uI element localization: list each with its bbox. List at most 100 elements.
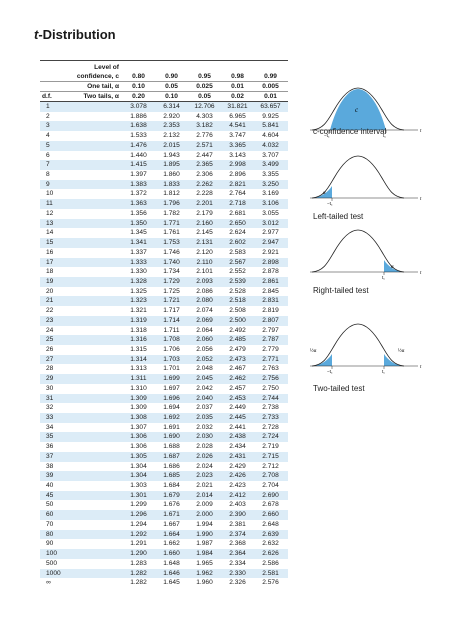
- critical-value-cell: 2.632: [262, 540, 279, 548]
- critical-value-cell: 1.341: [130, 239, 147, 247]
- critical-value-cell: 1.833: [163, 180, 180, 188]
- df-cell: 15: [46, 239, 54, 247]
- critical-value-cell: 2.429: [229, 462, 246, 470]
- table-row: 31 1.309 1.696 2.040 2.453 2.744: [40, 393, 288, 404]
- table-row: 21 1.323 1.721 2.080 2.518 2.831: [40, 296, 288, 307]
- table-row: 90 1.291 1.662 1.987 2.368 2.632: [40, 539, 288, 549]
- t-axis-label: t: [420, 129, 422, 134]
- critical-value-cell: 2.473: [229, 355, 246, 363]
- confidence-value: 0.99: [264, 73, 277, 80]
- critical-value-cell: 3.499: [262, 161, 279, 169]
- two-tails-value: 0.01: [264, 93, 277, 100]
- df-cell: 16: [46, 248, 54, 256]
- critical-value-cell: 2.064: [196, 326, 213, 334]
- left-tailed-diagram: α −t꜀ t: [310, 155, 422, 206]
- critical-value-cell: 1.311: [130, 375, 147, 383]
- table-row: 15 1.341 1.753 2.131 2.602 2.947: [40, 238, 288, 248]
- critical-value-cell: 3.182: [196, 122, 213, 130]
- critical-value-cell: 2.120: [196, 248, 213, 256]
- df-cell: 20: [46, 287, 54, 295]
- two-tailed-caption: Two-tailed test: [313, 384, 365, 393]
- c-label: c: [355, 106, 359, 114]
- df-cell: 17: [46, 258, 54, 266]
- critical-value-cell: 2.845: [262, 287, 279, 295]
- critical-value-cell: 2.861: [262, 277, 279, 285]
- table-row: 23 1.319 1.714 2.069 2.500 2.807: [40, 315, 288, 326]
- critical-value-cell: 2.131: [196, 239, 213, 247]
- df-cell: 1: [46, 103, 50, 110]
- critical-value-cell: 6.314: [163, 103, 180, 110]
- critical-value-cell: 3.250: [262, 180, 279, 188]
- critical-value-cell: 2.763: [262, 365, 279, 373]
- critical-value-cell: 1.282: [130, 569, 147, 577]
- center-area: [330, 89, 386, 130]
- df-cell: 8: [46, 171, 50, 179]
- table-header: Level of confidence, c 0.80 0.90 0.95 0.9…: [40, 60, 288, 102]
- critical-value-cell: 1.761: [163, 229, 180, 237]
- critical-value-cell: 1.696: [163, 394, 180, 402]
- two-tails-value: 0.20: [132, 93, 145, 100]
- critical-value-cell: 2.921: [262, 248, 279, 256]
- critical-value-cell: 2.807: [262, 316, 279, 324]
- critical-value-cell: 1.962: [196, 569, 213, 577]
- critical-value-cell: 2.426: [229, 472, 246, 480]
- confidence-value: 0.80: [132, 73, 145, 80]
- table-row: 6 1.440 1.943 2.447 3.143 3.707: [40, 151, 288, 161]
- tc-label: t꜀: [382, 369, 385, 374]
- df-cell: 12: [46, 209, 54, 217]
- critical-value-cell: 2.764: [229, 190, 246, 198]
- df-cell: 500: [46, 559, 58, 567]
- df-cell: 33: [46, 414, 54, 421]
- critical-value-cell: 1.315: [130, 345, 147, 353]
- title-t: t: [34, 27, 39, 42]
- critical-value-cell: 2.571: [196, 141, 213, 149]
- table-row: 100 1.290 1.660 1.984 2.364 2.626: [40, 549, 288, 559]
- critical-value-cell: 3.707: [262, 151, 279, 159]
- one-tail-label: One tail, α: [87, 83, 119, 90]
- critical-value-cell: 2.000: [196, 511, 213, 519]
- critical-value-cell: 3.143: [229, 151, 246, 159]
- critical-value-cell: 1.671: [163, 511, 180, 519]
- table-row: 80 1.292 1.664 1.990 2.374 2.639: [40, 529, 288, 540]
- df-cell: 1000: [46, 569, 61, 577]
- critical-value-cell: 2.602: [229, 239, 246, 247]
- critical-value-cell: 2.690: [262, 491, 279, 499]
- critical-value-cell: 1.301: [130, 491, 147, 499]
- table-row: 28 1.313 1.701 2.048 2.467 2.763: [40, 364, 288, 374]
- critical-value-cell: 2.032: [196, 423, 213, 431]
- table-row: 33 1.308 1.692 2.035 2.445 2.733: [40, 413, 288, 423]
- critical-value-cell: 1.691: [163, 423, 180, 431]
- critical-value-cell: 1.690: [163, 433, 180, 441]
- critical-value-cell: 1.294: [130, 520, 147, 528]
- critical-value-cell: 1.729: [163, 277, 180, 285]
- critical-value-cell: 2.374: [229, 530, 246, 538]
- critical-value-cell: 2.681: [229, 209, 246, 217]
- table-row: 25 1.316 1.708 2.060 2.485 2.787: [40, 335, 288, 345]
- neg-tc-label: −t꜀: [327, 369, 333, 374]
- critical-value-cell: 2.030: [196, 433, 213, 441]
- critical-value-cell: 1.782: [163, 209, 180, 217]
- df-cell: 18: [46, 268, 54, 276]
- two-tails-value: 0.05: [198, 93, 211, 100]
- critical-value-cell: 1.310: [130, 384, 147, 392]
- alpha-label: α: [391, 265, 394, 270]
- df-cell: 5: [46, 141, 50, 149]
- critical-value-cell: 1.676: [163, 501, 180, 509]
- table-row: 18 1.330 1.734 2.101 2.552 2.878: [40, 267, 288, 277]
- critical-value-cell: 3.106: [262, 200, 279, 208]
- critical-value-cell: 1.307: [130, 423, 147, 431]
- critical-value-cell: 2.390: [229, 511, 246, 519]
- critical-value-cell: 2.447: [196, 151, 213, 159]
- df-cell: 11: [46, 200, 53, 208]
- critical-value-cell: 2.423: [229, 482, 246, 490]
- critical-value-cell: 2.368: [229, 540, 246, 548]
- two-tails-row: d.f. Two tails, α 0.20 0.10 0.05 0.02 0.0…: [40, 92, 288, 101]
- critical-value-cell: 2.492: [229, 326, 246, 334]
- table-row: 8 1.397 1.860 2.306 2.896 3.355: [40, 170, 288, 180]
- critical-value-cell: 2.093: [196, 277, 213, 285]
- critical-value-cell: 1.304: [130, 462, 147, 470]
- half-alpha-left-label: ½α: [310, 349, 317, 354]
- df-cell: 13: [46, 219, 54, 227]
- df-cell: 10: [46, 190, 54, 198]
- critical-value-cell: 1.717: [163, 307, 180, 315]
